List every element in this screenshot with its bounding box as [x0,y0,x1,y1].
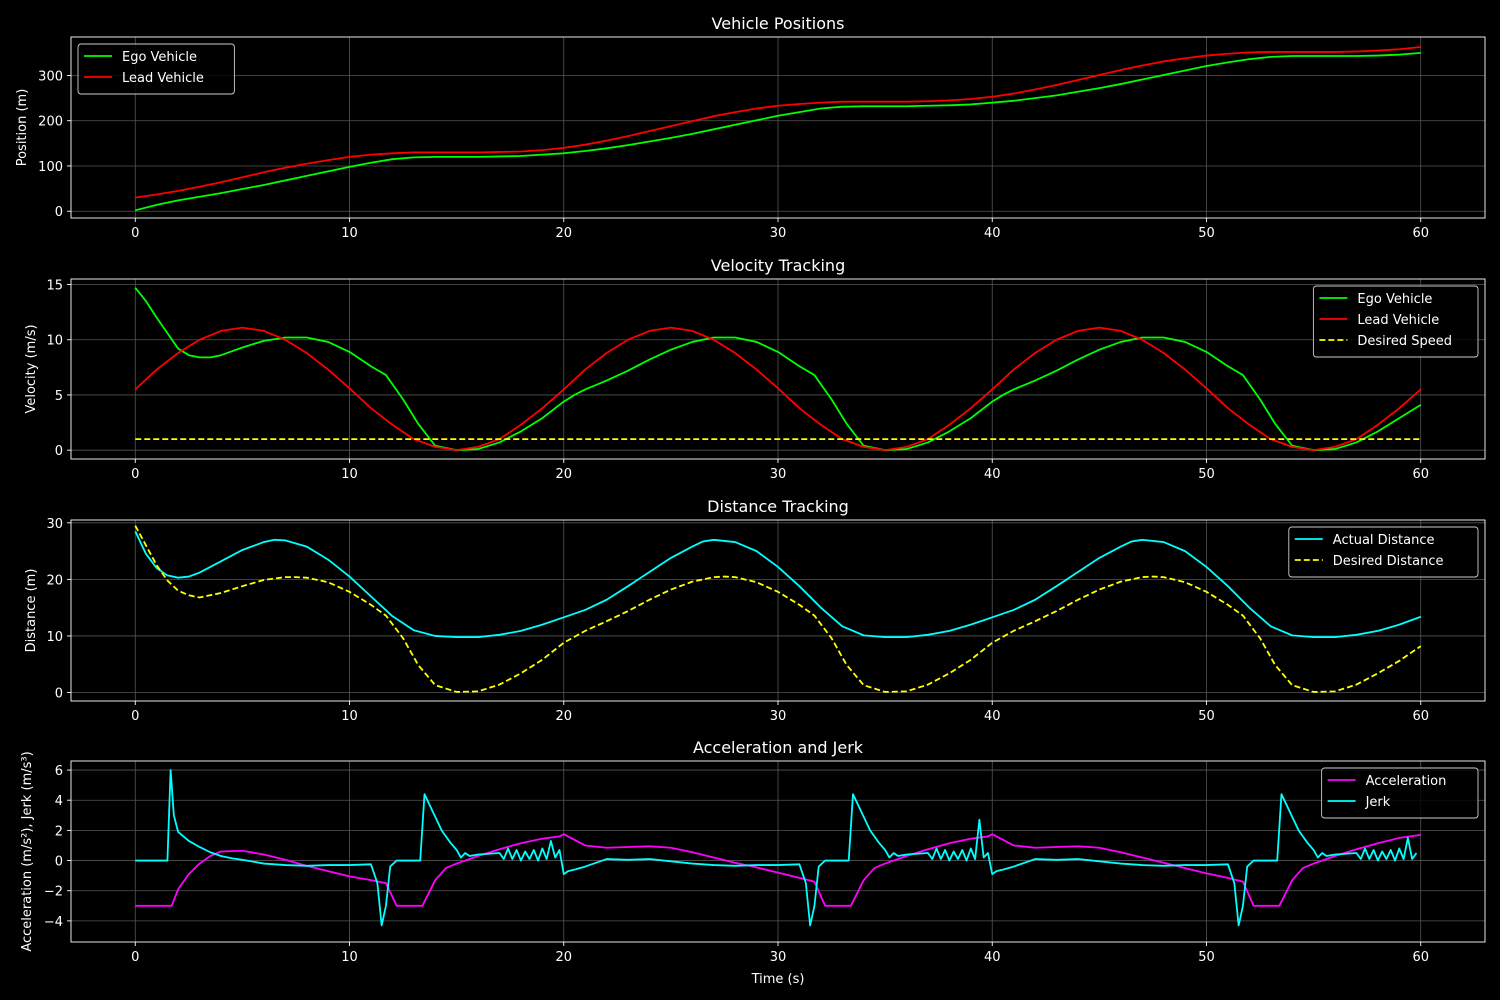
y-tick-label: −4 [44,915,63,930]
y-tick-label: 20 [46,573,63,588]
y-tick-label: 300 [38,69,63,84]
legend-label: Lead Vehicle [1357,313,1439,328]
x-tick-label: 0 [131,467,139,482]
y-tick-label: −2 [44,885,63,900]
series-line-1 [135,51,1421,212]
x-tick-label: 0 [131,709,139,724]
y-tick-label: 0 [55,687,63,702]
legend: Acceleration Jerk [1321,767,1479,819]
legend-label: Lead Vehicle [122,71,204,86]
legend-label: Ego Vehicle [122,50,197,65]
y-tick-label: 200 [38,115,63,130]
y-tick-label: 0 [55,444,63,459]
legend: Ego Vehicle Lead Vehicle Desired Speed [1312,285,1479,358]
x-tick-label: 30 [770,950,787,965]
legend-label: Desired Distance [1333,554,1444,569]
y-tick-label: 2 [55,824,63,839]
x-tick-label: 20 [555,467,572,482]
y-tick-label: 4 [55,794,63,809]
x-tick-label: 50 [1198,950,1215,965]
x-tick-label: 0 [131,226,139,241]
x-tick-label: 60 [1412,950,1429,965]
chart-title: Velocity Tracking [711,256,845,275]
x-tick-label: 60 [1412,467,1429,482]
x-tick-label: 60 [1412,226,1429,241]
legend: Actual Distance Desired Distance [1288,526,1479,578]
series-line-2 [134,525,1422,693]
x-tick-label: 0 [131,950,139,965]
legend-box [1312,285,1479,358]
y-tick-label: 0 [55,855,63,870]
legend-box [1288,526,1479,578]
series-line-2 [134,326,1422,452]
x-tick-label: 30 [770,709,787,724]
x-tick-label: 60 [1412,709,1429,724]
legend-label: Desired Speed [1357,334,1452,349]
x-tick-label: 20 [555,950,572,965]
x-axis-label: Time (s) [751,972,805,987]
chart-panel-4: 0 10 20 30 40 50 60 −4 −2 0 2 4 6 Acceleration and Je… [20,738,1486,987]
y-axis-label: Velocity (m/s) [24,324,39,413]
y-axis-label: Acceleration (m/s²), Jerk (m/s³) [20,751,35,951]
legend-label: Jerk [1365,795,1391,810]
series-line-1 [134,287,1422,452]
y-tick-label: 100 [38,160,63,175]
legend-label: Ego Vehicle [1357,292,1432,307]
x-tick-label: 40 [984,950,1001,965]
y-tick-label: 10 [46,334,63,349]
series-line-2 [135,46,1421,199]
x-tick-label: 50 [1198,467,1215,482]
y-axis-label: Position (m) [15,89,30,167]
y-tick-label: 0 [55,205,63,220]
y-tick-label: 15 [46,279,63,294]
legend-box [1321,767,1479,819]
series-line-1 [135,833,1421,907]
x-tick-label: 40 [984,709,1001,724]
x-tick-label: 50 [1198,709,1215,724]
y-tick-label: 30 [46,517,63,532]
x-tick-label: 50 [1198,226,1215,241]
chart-panel-2: 0 10 20 30 40 50 60 0 5 10 15 Velocity Tracking Velo… [24,256,1486,482]
chart-panel-3: 0 10 20 30 40 50 60 0 10 20 30 Distance Tracking Dis… [24,497,1486,724]
y-tick-label: 10 [46,630,63,645]
x-tick-label: 10 [341,950,358,965]
legend: Ego Vehicle Lead Vehicle [77,43,235,95]
legend-label: Actual Distance [1333,533,1435,548]
series-line-1 [134,530,1422,638]
x-tick-label: 20 [555,226,572,241]
x-tick-label: 40 [984,467,1001,482]
chart-title: Acceleration and Jerk [693,738,864,757]
x-tick-label: 10 [341,467,358,482]
x-tick-label: 10 [341,226,358,241]
x-tick-label: 30 [770,226,787,241]
x-tick-label: 20 [555,709,572,724]
series-line-2 [135,769,1418,927]
y-tick-label: 5 [55,389,63,404]
x-tick-label: 10 [341,709,358,724]
x-tick-label: 30 [770,467,787,482]
legend-label: Acceleration [1366,774,1447,789]
legend-box [77,43,235,95]
y-axis-label: Distance (m) [24,569,39,653]
chart-panel-1: 0 10 20 30 40 50 60 0 100 200 300 Vehicle Positions… [15,14,1486,241]
chart-title: Vehicle Positions [712,14,845,33]
chart-title: Distance Tracking [707,497,849,516]
x-tick-label: 40 [984,226,1001,241]
y-tick-label: 6 [55,764,63,779]
